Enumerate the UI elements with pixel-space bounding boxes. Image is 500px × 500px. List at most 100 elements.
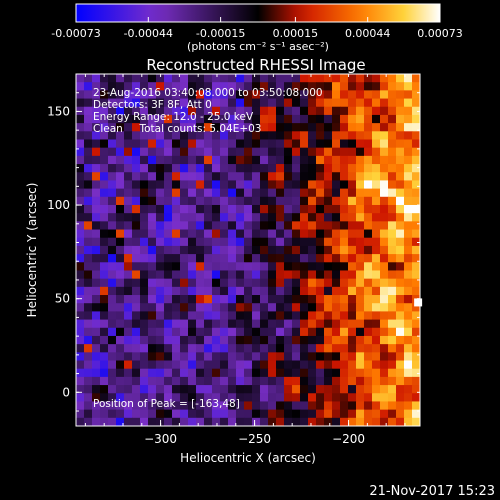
heatmap-cell bbox=[308, 204, 317, 214]
heatmap-cell bbox=[412, 98, 421, 108]
heatmap-cell bbox=[180, 409, 189, 419]
heatmap-cell bbox=[124, 155, 133, 165]
heatmap-cell bbox=[252, 311, 261, 320]
heatmap-cell bbox=[156, 172, 165, 181]
heatmap-cell bbox=[332, 254, 341, 263]
heatmap-cell bbox=[276, 221, 285, 230]
heatmap-cell bbox=[220, 237, 229, 247]
heatmap-cell bbox=[404, 352, 413, 361]
heatmap-cell bbox=[396, 147, 405, 157]
heatmap-cell bbox=[412, 286, 421, 296]
heatmap-cell bbox=[380, 82, 389, 91]
heatmap-cell bbox=[276, 401, 285, 411]
heatmap-cell bbox=[356, 278, 365, 288]
heatmap-cell bbox=[372, 327, 381, 337]
heatmap-cell bbox=[148, 196, 157, 206]
heatmap-cell bbox=[196, 131, 205, 140]
heatmap-cell bbox=[196, 303, 205, 312]
heatmap-cell bbox=[340, 90, 349, 99]
heatmap-cell bbox=[284, 82, 293, 91]
heatmap-cell bbox=[100, 213, 109, 222]
heatmap-cell bbox=[388, 164, 397, 173]
heatmap-cell bbox=[148, 180, 157, 190]
heatmap-cell bbox=[332, 344, 341, 353]
heatmap-cell bbox=[388, 213, 397, 222]
heatmap-cell bbox=[108, 327, 117, 337]
heatmap-cell bbox=[140, 229, 149, 239]
heatmap-cell bbox=[348, 164, 357, 173]
heatmap-cell bbox=[284, 327, 293, 337]
heatmap-cell bbox=[132, 262, 141, 271]
heatmap-cell bbox=[172, 295, 181, 304]
heatmap-cell bbox=[276, 98, 285, 108]
heatmap-cell bbox=[332, 237, 341, 247]
heatmap-cell bbox=[188, 131, 197, 140]
heatmap-cell bbox=[324, 327, 333, 337]
heatmap-cell bbox=[292, 106, 301, 116]
heatmap-cell bbox=[308, 106, 317, 116]
heatmap-cell bbox=[300, 188, 309, 198]
heatmap-cell bbox=[412, 155, 421, 165]
heatmap-cell bbox=[164, 196, 173, 206]
heatmap-cell bbox=[148, 376, 157, 386]
heatmap-cell bbox=[388, 82, 397, 91]
heatmap-cell bbox=[412, 254, 421, 263]
heatmap-cell bbox=[100, 139, 109, 149]
heatmap-cell bbox=[364, 155, 373, 165]
heatmap-cell bbox=[220, 393, 229, 402]
heatmap-cell bbox=[380, 262, 389, 271]
heatmap-cell bbox=[316, 352, 325, 361]
heatmap-cell bbox=[364, 295, 373, 304]
heatmap-cell bbox=[236, 229, 245, 239]
heatmap-cell bbox=[412, 360, 421, 370]
heatmap-cell bbox=[372, 270, 381, 280]
heatmap-cell bbox=[404, 319, 413, 329]
heatmap-cell bbox=[268, 155, 277, 165]
heatmap-cell bbox=[380, 335, 389, 345]
heatmap-cell bbox=[220, 82, 229, 91]
heatmap-cell bbox=[356, 376, 365, 386]
heatmap-cell bbox=[260, 196, 269, 206]
heatmap-cell bbox=[260, 188, 269, 198]
heatmap-cell bbox=[348, 147, 357, 157]
heatmap-cell bbox=[228, 172, 237, 181]
heatmap-cell bbox=[204, 278, 213, 288]
heatmap-cell bbox=[308, 74, 317, 83]
heatmap-cell bbox=[364, 352, 373, 361]
heatmap-cell bbox=[84, 303, 93, 312]
heatmap-cell bbox=[340, 409, 349, 419]
heatmap-cell bbox=[372, 360, 381, 370]
heatmap-cell bbox=[236, 311, 245, 320]
heatmap-cell bbox=[164, 295, 173, 304]
heatmap-cell bbox=[220, 131, 229, 140]
heatmap-cell bbox=[380, 319, 389, 329]
heatmap-cell bbox=[372, 245, 381, 255]
heatmap-cell bbox=[292, 344, 301, 353]
heatmap-cell bbox=[276, 319, 285, 329]
heatmap-cell bbox=[332, 180, 341, 190]
heatmap-cell bbox=[92, 164, 101, 173]
heatmap-cell bbox=[204, 262, 213, 271]
heatmap-cell bbox=[76, 98, 85, 108]
heatmap-cell bbox=[188, 147, 197, 157]
heatmap-cell bbox=[100, 393, 109, 402]
heatmap-cell bbox=[404, 180, 413, 190]
heatmap-cell bbox=[188, 286, 197, 296]
heatmap-cell bbox=[300, 172, 309, 181]
heatmap-cell bbox=[236, 204, 245, 214]
heatmap-cell bbox=[196, 295, 205, 304]
heatmap-cell bbox=[164, 262, 173, 271]
heatmap-cell bbox=[268, 295, 277, 304]
heatmap-cell bbox=[212, 213, 221, 222]
heatmap-cell bbox=[348, 376, 357, 386]
heatmap-cell bbox=[228, 254, 237, 263]
heatmap-cell bbox=[76, 303, 85, 312]
heatmap-cell bbox=[172, 278, 181, 288]
heatmap-cell bbox=[84, 417, 93, 427]
heatmap-cell bbox=[188, 417, 197, 427]
heatmap-cell bbox=[380, 164, 389, 173]
heatmap-cell bbox=[180, 204, 189, 214]
heatmap-cell bbox=[332, 98, 341, 108]
heatmap-cell bbox=[212, 417, 221, 427]
heatmap-cell bbox=[172, 147, 181, 157]
